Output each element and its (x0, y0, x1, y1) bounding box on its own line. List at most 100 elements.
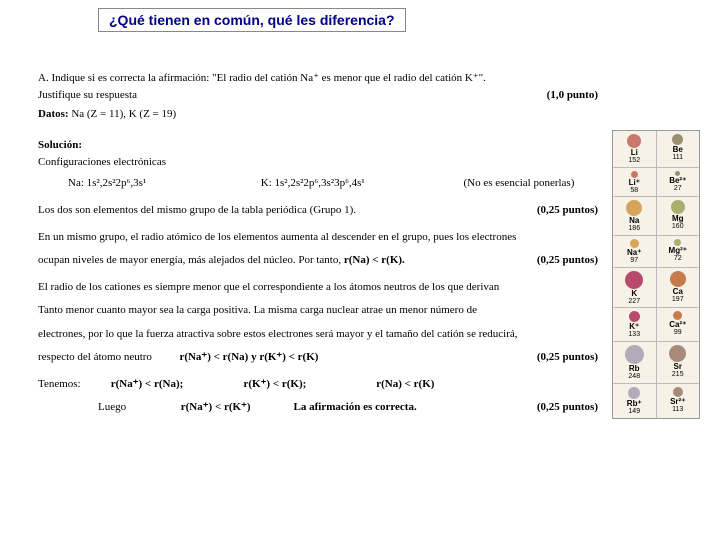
config-note: (No es esencial ponerlas) (464, 175, 575, 192)
question-text: Indique si es correcta la afirmación: "E… (51, 72, 485, 84)
ion-radius-table: Li152Be111Li⁺58Be²⁺27Na186Mg160Na⁺97Mg²⁺… (612, 130, 700, 419)
ion-circle-icon (627, 134, 641, 148)
ion-value: 113 (657, 406, 700, 414)
ion-value: 149 (613, 408, 656, 416)
ion-symbol: Na⁺ (613, 249, 656, 257)
ion-circle-icon (625, 345, 644, 364)
ion-circle-icon (670, 271, 686, 287)
pts-4: (0,25 puntos) (537, 399, 598, 416)
ion-symbol: Rb⁺ (613, 400, 656, 408)
final-row: Luego r(Na⁺) < r(K⁺) La afirmación es co… (38, 399, 598, 416)
ion-circle-icon (675, 171, 680, 176)
ion-symbol: Mg (657, 215, 700, 223)
ion-symbol: Rb (613, 365, 656, 373)
ion-row: Rb248Sr215 (613, 342, 699, 384)
line-group2b: ocupan niveles de mayor energía, más ale… (38, 252, 598, 269)
ion-row: Rb⁺149Sr²⁺113 (613, 384, 699, 418)
ion-cell: Ca197 (657, 268, 700, 308)
line-cation3: electrones, por lo que la fuerza atracti… (38, 326, 598, 343)
ion-cell: Mg160 (657, 197, 700, 235)
ion-symbol: Be (657, 146, 700, 154)
line-cation4: respecto del átomo neutro r(Na⁺) < r(Na)… (38, 349, 598, 366)
pts-2: (0,25 puntos) (537, 252, 598, 269)
ion-symbol: Sr²⁺ (657, 398, 700, 406)
config-row: Na: 1s²,2s²2p⁶,3s¹ K: 1s²,2s²2p⁶,3s²3p⁶,… (68, 175, 598, 192)
question-block: A. Indique si es correcta la afirmación:… (38, 70, 598, 123)
ion-cell: Sr215 (657, 342, 700, 383)
ion-cell: Na⁺97 (613, 236, 657, 267)
ion-value: 197 (657, 296, 700, 304)
rel-rNa-rK: r(Na) < r(K). (344, 254, 405, 266)
ion-circle-icon (626, 200, 642, 216)
question-letter: A. (38, 72, 49, 84)
ion-value: 97 (613, 257, 656, 265)
question-justify: Justifique su respuesta (38, 89, 137, 101)
ion-cell: K⁺133 (613, 308, 657, 341)
line-cation1: El radio de los cationes es siempre meno… (38, 279, 598, 296)
ion-circle-icon (630, 239, 639, 248)
ion-value: 72 (657, 255, 700, 263)
ion-symbol: Sr (657, 363, 700, 371)
ion-value: 111 (657, 154, 700, 162)
tenemos-label: Tenemos: (38, 376, 108, 393)
line-group2a: En un mismo grupo, el radio atómico de l… (38, 229, 598, 246)
ion-circle-icon (674, 239, 681, 246)
ion-value: 160 (657, 223, 700, 231)
ion-cell: Mg²⁺72 (657, 236, 700, 267)
ion-symbol: Ca (657, 288, 700, 296)
group-text: Los dos son elementos del mismo grupo de… (38, 204, 356, 216)
ion-row: Na186Mg160 (613, 197, 699, 236)
final-statement: La afirmación es correcta. (294, 399, 514, 416)
ion-symbol: Mg²⁺ (657, 247, 700, 255)
ion-value: 248 (613, 373, 656, 381)
luego-label: Luego (38, 399, 178, 416)
ion-symbol: K⁺ (613, 323, 656, 331)
ion-symbol: Be²⁺ (657, 177, 700, 185)
ion-row: Na⁺97Mg²⁺72 (613, 236, 699, 268)
ion-row: Li⁺58Be²⁺27 (613, 168, 699, 198)
ion-value: 186 (613, 225, 656, 233)
cation4-text: respecto del átomo neutro (38, 351, 152, 363)
line-cation2: Tanto menor cuanto mayor sea la carga po… (38, 302, 598, 319)
ion-value: 215 (657, 371, 700, 379)
ion-cell: Na186 (613, 197, 657, 235)
ion-circle-icon (672, 134, 683, 145)
r2: r(K⁺) < r(K); (244, 376, 374, 393)
ion-row: K227Ca197 (613, 268, 699, 309)
pts-1: (0,25 puntos) (537, 202, 598, 219)
ion-value: 58 (613, 187, 656, 195)
ion-circle-icon (628, 387, 640, 399)
pts-3: (0,25 puntos) (537, 349, 598, 366)
config-heading: Configuraciones electrónicas (38, 154, 598, 171)
group2b-text: ocupan niveles de mayor energía, más ale… (38, 254, 341, 266)
document-body: A. Indique si es correcta la afirmación:… (38, 70, 598, 416)
datos-label: Datos: (38, 108, 69, 120)
na-config: Na: 1s²,2s²2p⁶,3s¹ (68, 175, 258, 192)
r3: r(Na) < r(K) (376, 378, 434, 390)
k-config: K: 1s²,2s²2p⁶,3s²3p⁶,4s¹ (261, 175, 461, 192)
ion-cell: Sr²⁺113 (657, 384, 700, 418)
ion-cell: K227 (613, 268, 657, 308)
ion-cell: Rb⁺149 (613, 384, 657, 418)
ion-circle-icon (673, 311, 682, 320)
ion-symbol: Na (613, 217, 656, 225)
solution-heading: Solución: (38, 137, 598, 154)
ion-value: 227 (613, 298, 656, 306)
ion-symbol: Li (613, 149, 656, 157)
line-group: Los dos son elementos del mismo grupo de… (38, 202, 598, 219)
header-title: ¿Qué tienen en común, qué les diferencia… (98, 8, 406, 32)
final-rel: r(Na⁺) < r(K⁺) (181, 399, 291, 416)
ion-circle-icon (625, 271, 643, 289)
ion-circle-icon (671, 200, 685, 214)
ion-symbol: K (613, 290, 656, 298)
ion-value: 99 (657, 329, 700, 337)
ion-circle-icon (631, 171, 638, 178)
ion-circle-icon (669, 345, 686, 362)
ion-cell: Li⁺58 (613, 168, 657, 197)
tenemos-row: Tenemos: r(Na⁺) < r(Na); r(K⁺) < r(K); r… (38, 376, 598, 393)
ion-row: Li152Be111 (613, 131, 699, 168)
ion-value: 27 (657, 185, 700, 193)
ion-cell: Be²⁺27 (657, 168, 700, 197)
datos-text: Na (Z = 11), K (Z = 19) (71, 108, 176, 120)
rel-pair: r(Na⁺) < r(Na) y r(K⁺) < r(K) (179, 351, 318, 363)
